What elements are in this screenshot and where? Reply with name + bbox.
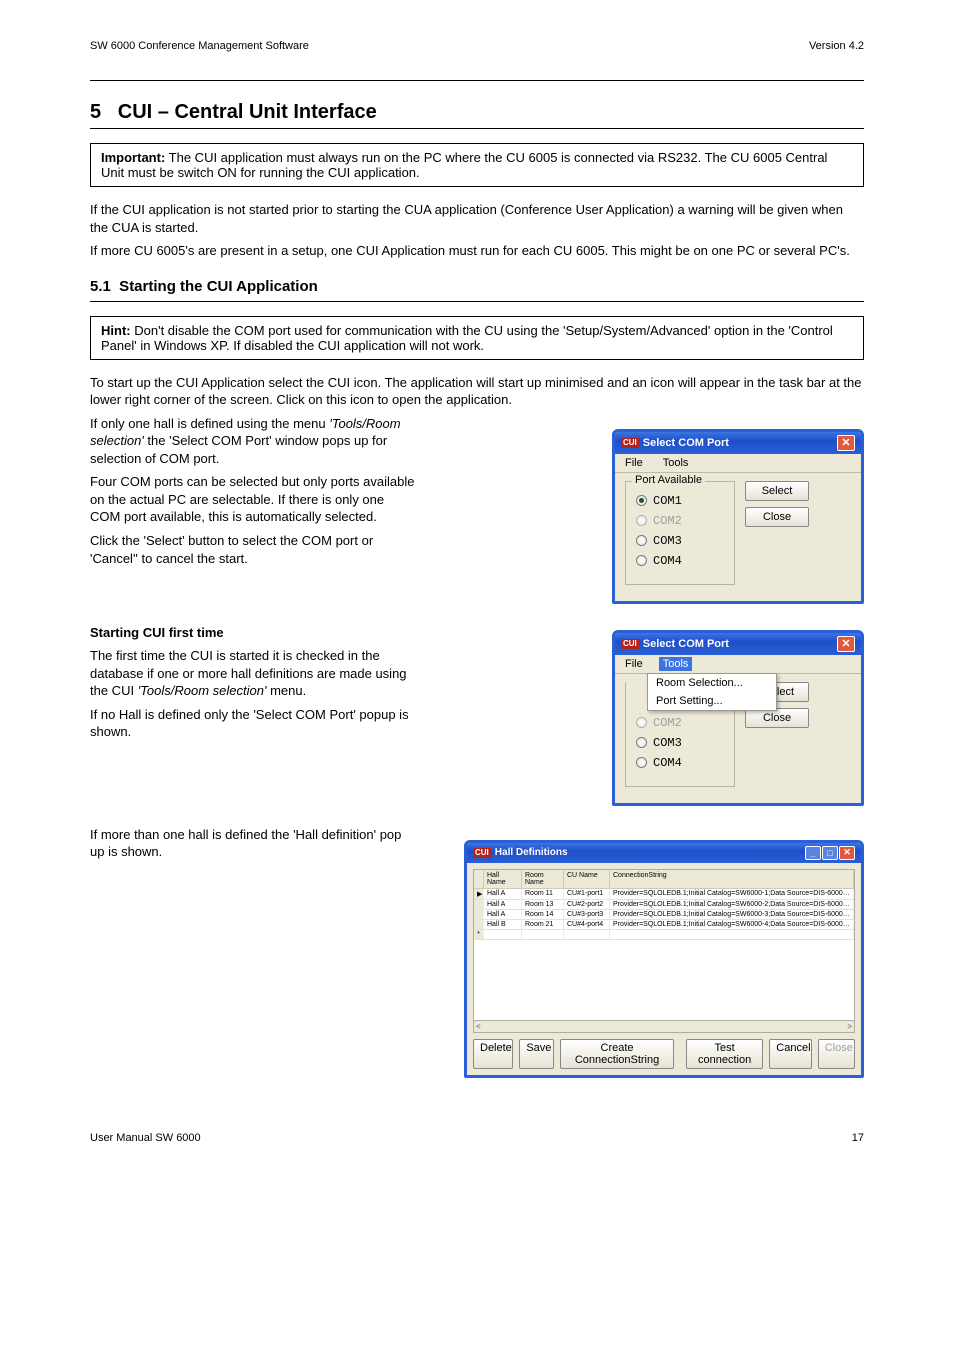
radio-com2: COM2 [636, 514, 724, 528]
radio-label: COM4 [653, 756, 682, 770]
col-roomname[interactable]: Room Name [522, 870, 564, 888]
select-com-dialog: CUI Select COM Port ✕ File Tools Port Av… [612, 429, 864, 604]
radio-label: COM2 [653, 716, 682, 730]
close-icon[interactable]: ✕ [837, 435, 855, 451]
important-text: The CUI application must always run on t… [101, 150, 827, 180]
radio-icon [636, 495, 647, 506]
radio-com4[interactable]: COM4 [636, 554, 724, 568]
cui-icon: CUI [473, 848, 491, 858]
radio-label: COM3 [653, 736, 682, 750]
header-rule [90, 80, 864, 81]
create-conn-button[interactable]: Create ConnectionString [560, 1039, 674, 1069]
doc-title: SW 6000 Conference Management Software [90, 40, 309, 52]
important-label: Important: [101, 150, 165, 165]
group-label: Port Available [632, 474, 705, 486]
radio-com2-b: COM2 [636, 716, 724, 730]
horizontal-scrollbar[interactable]: <> [473, 1021, 855, 1033]
table-row[interactable]: Hall ARoom 14CU#3-port3Provider=SQLOLEDB… [474, 910, 854, 920]
footer-page: 17 [852, 1132, 864, 1144]
table-row[interactable]: ▶Hall ARoom 11CU#1-port1Provider=SQLOLED… [474, 889, 854, 900]
menu-file[interactable]: File [621, 456, 647, 470]
menu-tools[interactable]: Tools [659, 657, 693, 671]
col-hallname[interactable]: Hall Name [484, 870, 522, 888]
radio-icon [636, 515, 647, 526]
new-row[interactable]: * [474, 930, 854, 940]
dropdown-port-setting[interactable]: Port Setting... [648, 692, 776, 710]
select-com-dialog-2: CUI Select COM Port ✕ File Tools Room Se… [612, 630, 864, 806]
radio-icon [636, 737, 647, 748]
menubar: File Tools [615, 454, 861, 473]
delete-button[interactable]: Delete [473, 1039, 513, 1069]
para-start: To start up the CUI Application select t… [90, 374, 864, 409]
save-button[interactable]: Save [519, 1039, 554, 1069]
instr2: If more than one hall is defined the 'Ha… [90, 826, 415, 861]
radio-label: COM1 [653, 494, 682, 508]
table-row[interactable]: Hall ARoom 13CU#2-port2Provider=SQLOLEDB… [474, 900, 854, 910]
instr1b: menu. [270, 683, 306, 698]
close-label: Close [763, 712, 791, 724]
radio-icon [636, 757, 647, 768]
multi-cu-text: If more CU 6005's are present in a setup… [90, 242, 864, 260]
radio-icon [636, 535, 647, 546]
minimize-icon[interactable]: _ [805, 846, 821, 860]
para-2: If only one hall is defined using the me… [90, 415, 415, 468]
para-click-select: Click the 'Select' button to select the … [90, 532, 415, 567]
dialog-title: Select COM Port [643, 437, 729, 449]
select-button[interactable]: Select [745, 481, 809, 501]
hint-label: Hint: [101, 323, 131, 338]
close-button-2[interactable]: Close [745, 708, 809, 728]
footer-manual: User Manual SW 6000 [90, 1132, 201, 1144]
hall-title: Hall Definitions [495, 847, 568, 858]
close-button[interactable]: Close [745, 507, 809, 527]
cui-icon: CUI [621, 639, 639, 649]
port-groupbox: Port Available COM1 COM2 COM3 [625, 481, 735, 585]
radio-com1[interactable]: COM1 [636, 494, 724, 508]
instr1i: 'Tools/Room selection' [138, 683, 267, 698]
para-3: Four COM ports can be selected but only … [90, 473, 415, 526]
rule-2 [90, 301, 864, 302]
radio-com4-b[interactable]: COM4 [636, 756, 724, 770]
hint-box: Hint: Don't disable the COM port used fo… [90, 316, 864, 360]
dropdown-room-selection[interactable]: Room Selection... [648, 674, 776, 692]
rule-1 [90, 128, 864, 129]
cancel-button[interactable]: Cancel [769, 1039, 811, 1069]
radio-label: COM4 [653, 554, 682, 568]
tools-dropdown: Room Selection... Port Setting... [647, 673, 777, 711]
cui-icon: CUI [621, 438, 639, 448]
dialog-title: Select COM Port [643, 638, 729, 650]
hall-definitions-dialog: CUI Hall Definitions _ □ ✕ Hall Name Roo… [464, 840, 864, 1078]
close-icon[interactable]: ✕ [839, 846, 855, 860]
doc-version: Version 4.2 [809, 40, 864, 52]
first-time-subhead: Starting CUI first time [90, 624, 415, 642]
radio-label: COM3 [653, 534, 682, 548]
para2a: If only one hall is defined using the me… [90, 416, 326, 431]
radio-com3-b[interactable]: COM3 [636, 736, 724, 750]
radio-com3[interactable]: COM3 [636, 534, 724, 548]
table-row[interactable]: Hall BRoom 21CU#4-port4Provider=SQLOLEDB… [474, 920, 854, 930]
section-5-1: 5.1 Starting the CUI Application [90, 278, 864, 295]
instr1: The first time the CUI is started it is … [90, 647, 415, 700]
intro-text: If the CUI application is not started pr… [90, 201, 864, 236]
chapter-title: CUI – Central Unit Interface [118, 101, 377, 123]
radio-icon [636, 717, 647, 728]
hall-header: Hall Name Room Name CU Name ConnectionSt… [474, 870, 854, 889]
test-conn-button[interactable]: Test connection [686, 1039, 763, 1069]
radio-icon [636, 555, 647, 566]
col-connstr[interactable]: ConnectionString [610, 870, 854, 888]
close-icon[interactable]: ✕ [837, 636, 855, 652]
menubar-2: File Tools Room Selection... Port Settin… [615, 655, 861, 674]
menu-tools[interactable]: Tools [659, 456, 693, 470]
close-button-hall: Close [818, 1039, 855, 1069]
radio-label: COM2 [653, 514, 682, 528]
chapter-number: 5 [90, 101, 101, 123]
instr-no-hall: If no Hall is defined only the 'Select C… [90, 706, 415, 741]
important-box: Important: The CUI application must alwa… [90, 143, 864, 187]
col-cuname[interactable]: CU Name [564, 870, 610, 888]
hint-text: Don't disable the COM port used for comm… [101, 323, 833, 353]
maximize-icon[interactable]: □ [822, 846, 838, 860]
menu-file[interactable]: File [621, 657, 647, 671]
hall-grid[interactable]: Hall Name Room Name CU Name ConnectionSt… [473, 869, 855, 1021]
